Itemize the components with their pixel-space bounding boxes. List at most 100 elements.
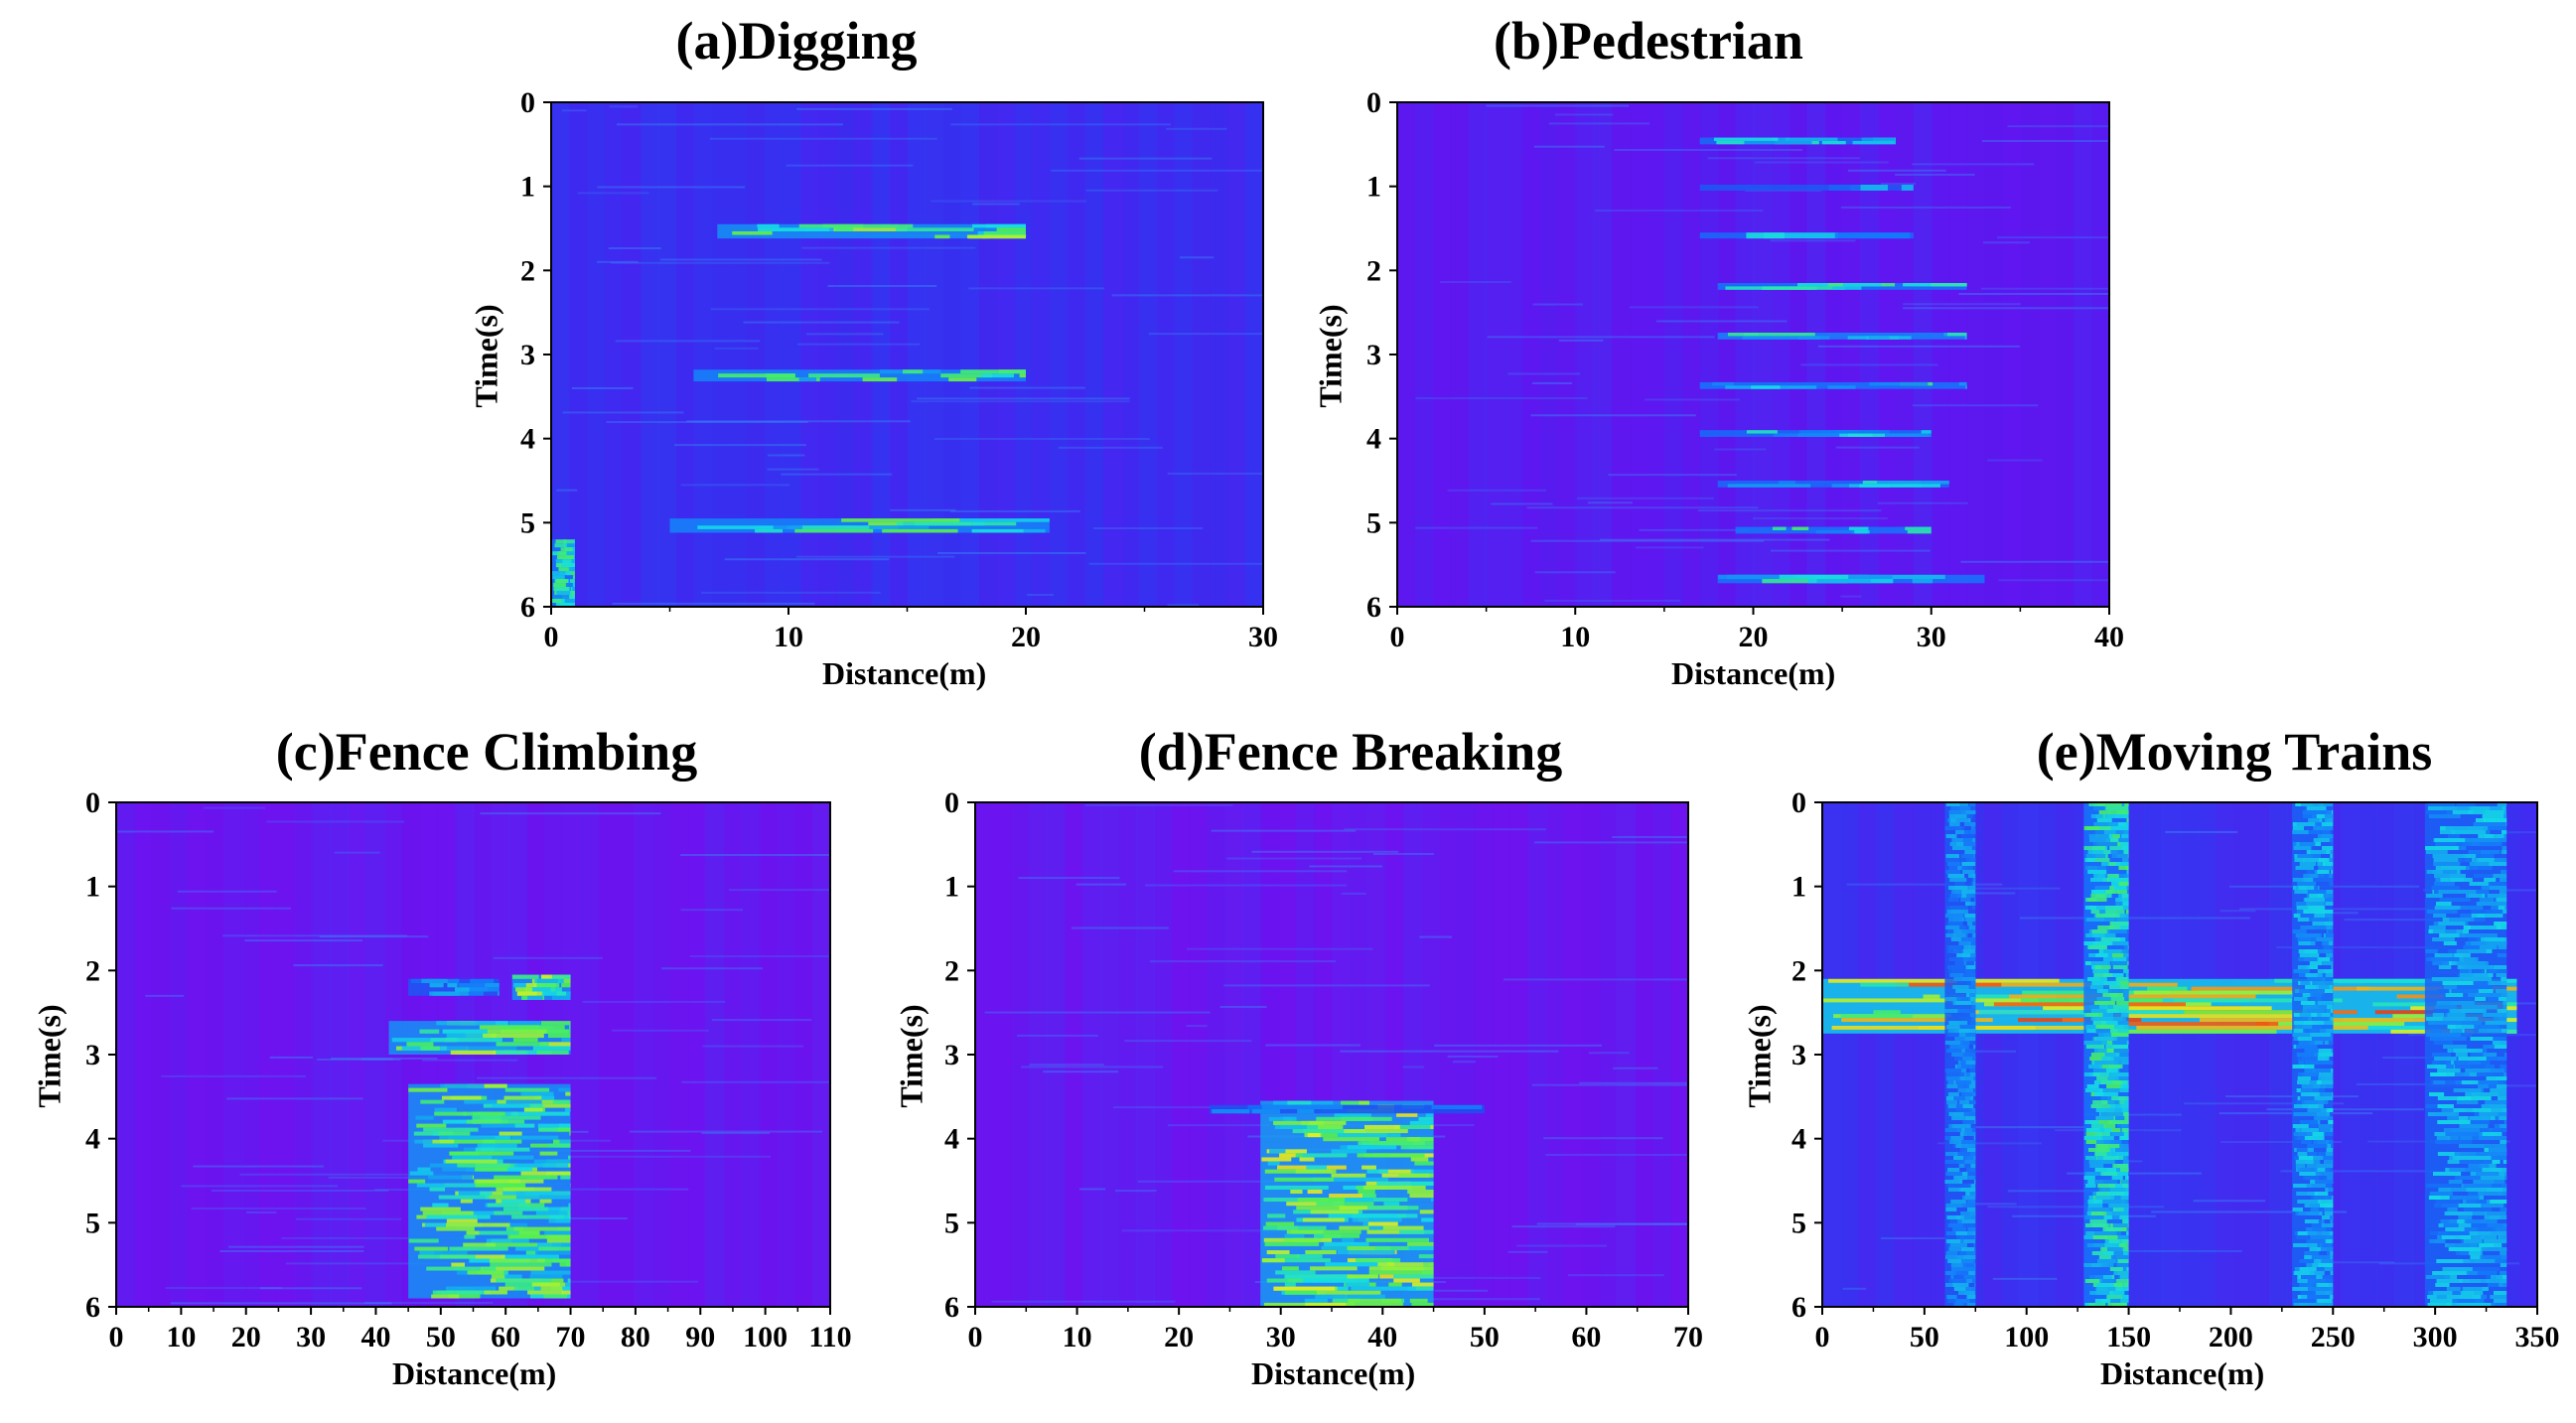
noise-streak xyxy=(1167,604,1200,607)
event-streak xyxy=(841,518,960,522)
noise-streak xyxy=(1558,339,1604,342)
event-streak xyxy=(1821,140,1846,145)
noise-streak xyxy=(1745,189,1821,192)
event-streak xyxy=(478,1147,530,1152)
noise-streak xyxy=(701,1132,771,1135)
event-streak xyxy=(1339,1225,1383,1230)
event-streak xyxy=(447,983,458,988)
x-tick-label: 50 xyxy=(1470,1321,1500,1353)
event-streak xyxy=(2480,1025,2500,1029)
event-streak xyxy=(490,1258,545,1263)
noise-streak xyxy=(1503,978,1688,981)
event-streak xyxy=(558,567,572,572)
event-streak xyxy=(2120,1168,2129,1172)
noise-streak xyxy=(493,956,603,959)
event-streak xyxy=(2464,1219,2498,1223)
event-streak xyxy=(1955,925,1975,929)
x-tick-label: 30 xyxy=(1248,621,1278,653)
event-streak xyxy=(536,983,560,988)
event-streak xyxy=(414,1246,449,1251)
event-streak xyxy=(1944,1009,1957,1013)
event-streak xyxy=(539,1282,560,1287)
texture-stripe xyxy=(1245,102,1263,607)
event-streak xyxy=(2501,977,2507,981)
noise-streak xyxy=(1576,497,1714,499)
event-streak xyxy=(2321,997,2334,1001)
event-streak xyxy=(2092,941,2113,945)
noise-streak xyxy=(1903,307,2109,310)
event-streak xyxy=(2435,1005,2457,1009)
event-streak xyxy=(2125,973,2129,977)
noise-streak xyxy=(281,1236,475,1239)
noise-streak xyxy=(969,386,1085,389)
event-streak xyxy=(1746,232,1785,239)
event-streak xyxy=(1944,1255,1964,1259)
event-streak xyxy=(2329,1140,2334,1144)
noise-streak xyxy=(1754,161,1889,164)
event-streak xyxy=(2396,994,2444,999)
event-streak xyxy=(2299,1168,2318,1172)
noise-streak xyxy=(1543,1137,1663,1140)
event-streak xyxy=(487,1203,528,1208)
event-streak xyxy=(2464,1227,2496,1231)
event-streak xyxy=(546,1238,571,1243)
event-streak xyxy=(2304,1136,2325,1140)
noise-streak xyxy=(1912,163,2035,166)
event-streak xyxy=(475,1230,540,1235)
event-streak xyxy=(2083,1263,2107,1267)
event-streak xyxy=(2472,1211,2488,1215)
event-streak xyxy=(2331,870,2334,874)
event-streak xyxy=(469,987,500,992)
event-streak xyxy=(1873,1010,1901,1015)
noise-streak xyxy=(556,489,578,492)
y-tick-label: 6 xyxy=(944,1291,959,1324)
event-streak xyxy=(1399,1229,1434,1234)
event-streak xyxy=(1956,997,1971,1001)
event-streak xyxy=(2123,1251,2129,1255)
event-streak xyxy=(2478,834,2495,838)
event-streak xyxy=(2094,1132,2110,1136)
event-streak xyxy=(2434,882,2455,886)
noise-streak xyxy=(1344,828,1546,831)
event-streak xyxy=(467,1270,504,1275)
event-streak xyxy=(1974,866,1976,870)
event-streak xyxy=(2480,850,2501,854)
x-tick-label: 70 xyxy=(556,1321,586,1353)
event-streak xyxy=(1963,830,1976,834)
event-streak xyxy=(2109,1116,2129,1120)
event-streak xyxy=(2303,1021,2325,1025)
event-streak xyxy=(2091,981,2104,985)
event-streak xyxy=(1971,1017,1976,1021)
chart-title: (b)Pedestrian xyxy=(1494,11,1803,71)
event-streak xyxy=(1974,1247,1976,1251)
event-streak xyxy=(408,1087,448,1092)
event-streak xyxy=(2321,846,2334,850)
event-streak xyxy=(808,373,880,378)
texture-stripe xyxy=(2233,802,2252,1307)
event-streak xyxy=(2313,1140,2326,1144)
event-streak xyxy=(2469,866,2493,870)
event-streak xyxy=(1945,1076,1963,1080)
event-streak xyxy=(2089,1275,2103,1279)
event-streak xyxy=(1966,858,1976,862)
texture-stripe xyxy=(2002,102,2022,607)
noise-streak xyxy=(2193,1200,2266,1203)
event-streak xyxy=(2126,1267,2129,1271)
event-streak xyxy=(2479,1243,2495,1247)
event-streak xyxy=(2428,925,2446,929)
event-streak xyxy=(2439,898,2471,902)
noise-streak xyxy=(1987,1206,2165,1209)
event-streak xyxy=(2083,1136,2102,1140)
noise-streak xyxy=(689,955,830,958)
event-streak xyxy=(2307,1295,2330,1299)
event-streak xyxy=(2292,993,2303,997)
event-streak xyxy=(1396,1112,1418,1117)
event-streak xyxy=(517,991,537,996)
event-streak xyxy=(1931,283,1967,287)
event-streak xyxy=(2107,1247,2123,1251)
noise-streak xyxy=(1846,883,2003,886)
event-streak xyxy=(1366,1229,1425,1234)
event-streak xyxy=(2100,937,2120,941)
event-streak xyxy=(1958,973,1976,977)
